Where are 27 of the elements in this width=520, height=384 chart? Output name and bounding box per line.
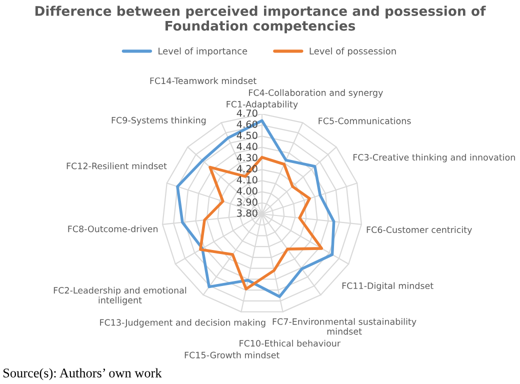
chart-title: Difference between perceived importance and possession of Foundation competencies: [35, 6, 486, 34]
spoke-label: FC9-Systems thinking: [112, 116, 206, 126]
y-tick-label: 4.40: [236, 142, 258, 150]
spoke-label: FC14-Teamwork mindset: [150, 77, 256, 84]
y-tick-label: 3.80: [237, 209, 258, 217]
y-tick-label: 4.10: [236, 176, 258, 184]
legend-label: Level of possession: [310, 47, 396, 56]
y-tick-label: 4.50: [236, 132, 258, 140]
source-note: Source(s): Authors’ own work: [3, 368, 162, 380]
y-tick-label: 4.70: [236, 109, 258, 117]
spoke-label: FC10-Ethical behaviour: [240, 340, 341, 347]
spoke-label: FC11-Digital mindset: [342, 282, 434, 291]
spoke-label: FC7-Environmental sustainability mindset: [272, 318, 416, 335]
spoke-label: FC6-Customer centricity: [366, 226, 472, 235]
spoke-label: FC8-Outcome-driven: [68, 225, 158, 232]
spoke-label: FC3-Creative thinking and innovation: [353, 154, 515, 162]
spoke-label: FC4-Collaboration and synergy: [249, 89, 383, 98]
spoke-label: FC12-Resilient mindset: [66, 162, 167, 170]
spoke-label: FC1-Adaptability: [226, 100, 298, 110]
legend-label: Level of importance: [158, 47, 248, 56]
spoke-label: FC5-Communications: [318, 117, 411, 124]
spoke-label: FC2-Leadership and emotional intelligent: [54, 286, 186, 306]
y-tick-label: 4.00: [236, 187, 258, 195]
spoke-label: FC13-Judgement and decision making: [100, 318, 266, 328]
y-tick-label: 4.30: [236, 154, 258, 162]
y-tick-label: 3.90: [237, 198, 258, 206]
spoke-label: FC15-Growth mindset: [184, 352, 280, 358]
